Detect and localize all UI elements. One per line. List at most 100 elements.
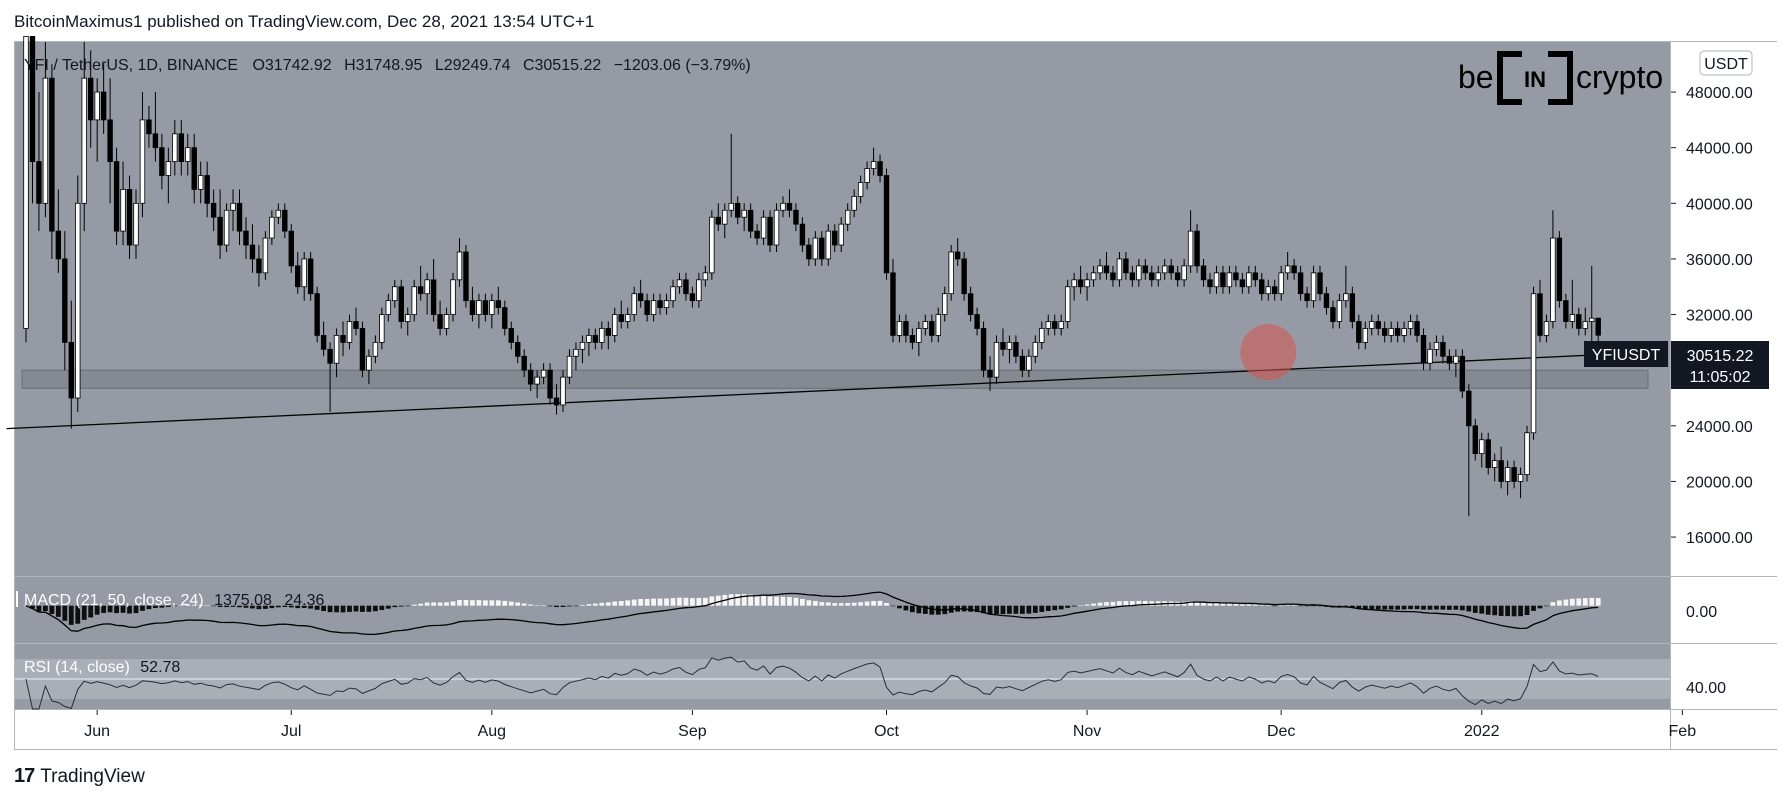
candle-body-bear	[1252, 272, 1258, 281]
candle-body-bear	[469, 300, 476, 315]
candle-body-bear	[1595, 317, 1601, 336]
macd-legend[interactable]: MACD (21, 50, close, 24) 1375.08 24.36	[24, 592, 325, 609]
macd-histogram-bar	[1201, 601, 1206, 606]
macd-histogram-bar	[1285, 605, 1291, 606]
candle	[1064, 279, 1071, 329]
price-axis-bg[interactable]	[1671, 42, 1777, 749]
macd-histogram-bar	[1149, 601, 1155, 606]
candle	[625, 307, 631, 329]
candle-body-bull	[870, 161, 877, 169]
candle	[217, 189, 223, 259]
candle-body-bull	[780, 202, 786, 211]
candle-body-bear	[961, 258, 967, 295]
macd-histogram-bar	[1097, 602, 1103, 606]
macd-histogram-bar	[644, 598, 650, 606]
macd-histogram-bar	[114, 605, 119, 614]
macd-histogram-bar	[800, 598, 805, 606]
candle	[456, 238, 463, 287]
candle-body-bull	[185, 147, 191, 162]
candle-body-bear	[689, 293, 696, 302]
candle	[773, 203, 780, 252]
footer-branding[interactable]: 17 TradingView	[14, 765, 145, 788]
candle	[722, 203, 728, 239]
candle	[307, 251, 314, 301]
symbol-legend[interactable]: YFI / TetherUS, 1D, BINANCE O31742.92 H3…	[24, 57, 751, 74]
candle-body-bull	[1097, 265, 1103, 274]
macd-histogram-bar	[1434, 605, 1439, 610]
candle-body-bull	[1310, 272, 1317, 302]
candle-body-bull	[631, 293, 637, 315]
candle-body-bear	[1323, 293, 1330, 309]
candle-body-bull	[670, 286, 676, 302]
candle-body-bear	[515, 341, 521, 357]
macd-histogram-bar	[825, 602, 831, 606]
candle	[1479, 432, 1485, 468]
candle	[1543, 314, 1550, 343]
candle	[320, 321, 327, 357]
candle	[256, 245, 262, 287]
candle-body-bear	[249, 244, 256, 260]
candle	[553, 384, 560, 415]
candle-body-bull	[1362, 328, 1368, 343]
macd-histogram-bar	[444, 602, 449, 606]
candle-body-bull	[1388, 328, 1394, 336]
candle-body-bear	[1330, 307, 1336, 322]
candle-body-bull	[586, 335, 592, 343]
price-axis-label: 24000.00	[1686, 419, 1753, 436]
macd-histogram-bar	[735, 594, 741, 606]
macd-pane-bg[interactable]	[15, 577, 1670, 643]
candle-body-bear	[1291, 265, 1297, 274]
candle-body-bull	[1336, 300, 1343, 322]
macd-histogram-bar	[450, 601, 456, 606]
candle	[579, 335, 586, 364]
candle	[1569, 279, 1576, 329]
macd-histogram-bar	[1356, 605, 1362, 609]
candle-body-bull	[1026, 355, 1032, 371]
macd-histogram-bar	[987, 605, 993, 615]
price-axis-label: 44000.00	[1686, 141, 1753, 158]
time-axis-bg[interactable]	[15, 710, 1670, 749]
candle-body-bear	[100, 91, 107, 121]
candle-body-bear	[974, 314, 980, 329]
candle-body-bull	[1162, 265, 1168, 274]
macd-histogram-bar	[1039, 605, 1045, 612]
macd-histogram-bar	[922, 605, 928, 614]
candle	[159, 133, 165, 190]
macd-histogram-bar	[728, 594, 734, 606]
candle-body-bull	[1136, 265, 1142, 281]
macd-histogram-bar	[198, 604, 204, 606]
candle-body-bull	[1517, 474, 1524, 482]
macd-histogram-bar	[489, 600, 495, 606]
candle-body-bear	[1077, 279, 1084, 288]
candle-body-bear	[68, 341, 74, 399]
candle	[741, 203, 747, 232]
candle-body-bear	[521, 355, 527, 371]
candle-body-bear	[295, 265, 301, 288]
candle	[942, 286, 948, 322]
macd-histogram-bar	[554, 605, 559, 608]
macd-histogram-bar	[1214, 602, 1219, 606]
candle	[482, 293, 489, 322]
macd-histogram-bar	[1078, 605, 1084, 606]
candle	[1362, 321, 1368, 350]
last-price-tag[interactable]: YFIUSDT 30515.22 11:05:02	[1584, 341, 1769, 389]
candle	[1278, 265, 1284, 301]
candle	[411, 279, 417, 322]
candle-body-bull	[650, 300, 657, 315]
candle-body-bull	[728, 202, 734, 211]
macd-histogram-bar	[1414, 605, 1420, 610]
rsi-legend[interactable]: RSI (14, close) 52.78	[24, 659, 180, 676]
macd-histogram-bar	[334, 605, 339, 613]
candle	[1213, 265, 1220, 294]
candle-body-bull	[741, 209, 747, 218]
candle-body-bear	[340, 335, 346, 343]
macd-histogram-bar	[631, 599, 637, 606]
main-pane-bg[interactable]	[15, 42, 1670, 576]
candle-body-bull	[450, 279, 456, 315]
candle	[1446, 349, 1453, 371]
macd-histogram-bar	[1544, 605, 1549, 607]
candle	[786, 189, 793, 218]
candle	[353, 307, 359, 336]
currency-badge[interactable]	[1699, 50, 1753, 76]
